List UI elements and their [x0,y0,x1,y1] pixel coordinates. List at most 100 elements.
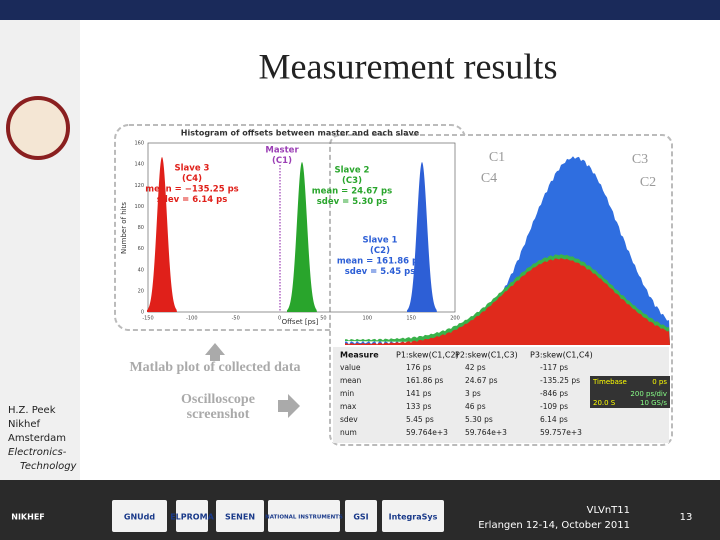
logo-text: NIKHEF [11,513,45,522]
author-line: H.Z. Peek [8,405,56,416]
channel-label: C4 [481,171,497,186]
annotation: mean = 161.86 ps [337,257,423,267]
scope-red [345,258,670,345]
table-cell: 5.30 ps [465,415,493,424]
channel-label: C3 [632,152,648,167]
annotation: (C4) [182,174,202,184]
slave2-peak [287,162,317,312]
table-cell: -117 ps [540,363,568,372]
timebase-text: 0 ps [652,378,667,386]
table-header: P2:skew(C1,C3) [455,351,518,360]
logo-box [382,500,444,532]
logo-box [176,500,208,532]
table-cell: 176 ps [406,363,431,372]
timebase-text: Timebase [592,378,627,386]
table-cell: 133 ps [406,402,431,411]
table-cell: 161.86 ps [406,376,443,385]
annotation: (C1) [272,156,292,166]
table-cell: 59.757e+3 [540,428,582,437]
logo-text: IntegraSys [389,513,438,522]
caption: Matlab plot of collected data [129,360,300,375]
annotation: sdev = 6.14 ps [157,195,228,205]
y-tick-label: 80 [138,225,144,231]
table-cell: -135.25 ps [540,376,580,385]
channel-label: C2 [640,175,656,190]
table-cell: mean [340,376,362,385]
author-line: Nikhef [8,419,41,430]
conference: VLVnT11 [587,505,630,516]
channel-label: C1 [489,150,505,165]
x-tick-label: -150 [142,316,153,322]
table-header: P1:skew(C1,C2) [396,351,459,360]
logo-text: SENEN [225,513,255,522]
logo-text: NATIONAL INSTRUMENTS [265,515,343,521]
annotation: Master [265,146,299,156]
table-cell: 42 ps [465,363,486,372]
table-header: Measure [340,351,379,360]
y-tick-label: 140 [134,162,144,168]
author-line: Electronics- [8,447,67,458]
top-banner [0,0,720,20]
x-tick-label: 100 [363,316,373,322]
x-tick-label: 150 [406,316,416,322]
annotation: Slave 1 [363,236,398,246]
caption: screenshot [187,407,250,422]
caption: Oscilloscope [181,392,255,407]
annotation: Slave 3 [175,164,210,174]
author-line: Amsterdam [8,433,66,444]
conference: Erlangen 12-14, October 2011 [478,520,630,531]
slave1-peak [407,162,437,312]
logo-text: ELPROMA [170,513,214,522]
table-cell: max [340,402,357,411]
timebase-text: 10 GS/s [640,399,667,407]
logo-box [345,500,377,532]
author-line: Technology [20,461,78,472]
table-cell: num [340,428,357,437]
table-cell: 46 ps [465,402,486,411]
logo-box [8,500,48,532]
page-number: 13 [680,512,693,523]
logo-box [112,500,167,532]
logo-text: GNUdd [124,513,155,522]
arrow-up [205,343,225,361]
annotation: mean = 24.67 ps [312,187,392,197]
x-tick-label: 0 [278,316,281,322]
side-band [0,0,80,480]
x-tick-label: 50 [320,316,326,322]
table-cell: 6.14 ps [540,415,568,424]
x-tick-label: -100 [186,316,197,322]
annotation: mean = −135.25 ps [145,185,238,195]
x-tick-label: 200 [450,316,460,322]
y-tick-label: 120 [134,183,144,189]
y-tick-label: 20 [138,288,144,294]
y-tick-label: 60 [138,246,144,252]
y-tick-label: 160 [134,141,144,147]
table-cell: sdev [340,415,358,424]
annotation: sdev = 5.30 ps [317,197,388,207]
logo-box [268,500,340,532]
y-tick-label: 40 [138,267,144,273]
x-tick-label: -50 [232,316,240,322]
table-cell: -846 ps [540,389,568,398]
table-header: P3:skew(C1,C4) [530,351,593,360]
logo-badge [6,96,70,160]
logo-text: GSI [353,513,368,522]
timebase-text: 20.0 S [593,399,616,407]
table-cell: value [340,363,361,372]
annotation: (C3) [342,176,362,186]
slide-title: Measurement results [259,46,558,86]
y-axis-label: Number of hits [120,202,128,254]
annotation: sdev = 5.45 ps [345,267,416,277]
y-tick-label: 0 [141,310,144,316]
annotation: (C2) [370,246,390,256]
table-cell: 141 ps [406,389,431,398]
timebase-text: 200 ps/div [630,390,667,398]
table-cell: 3 ps [465,389,481,398]
timebase-box [590,376,670,408]
histogram-title: Histogram of offsets between master and … [181,129,420,138]
logo-box [216,500,264,532]
table-cell: 5.45 ps [406,415,434,424]
table-cell: -109 ps [540,402,568,411]
table-cell: 59.764e+3 [406,428,448,437]
